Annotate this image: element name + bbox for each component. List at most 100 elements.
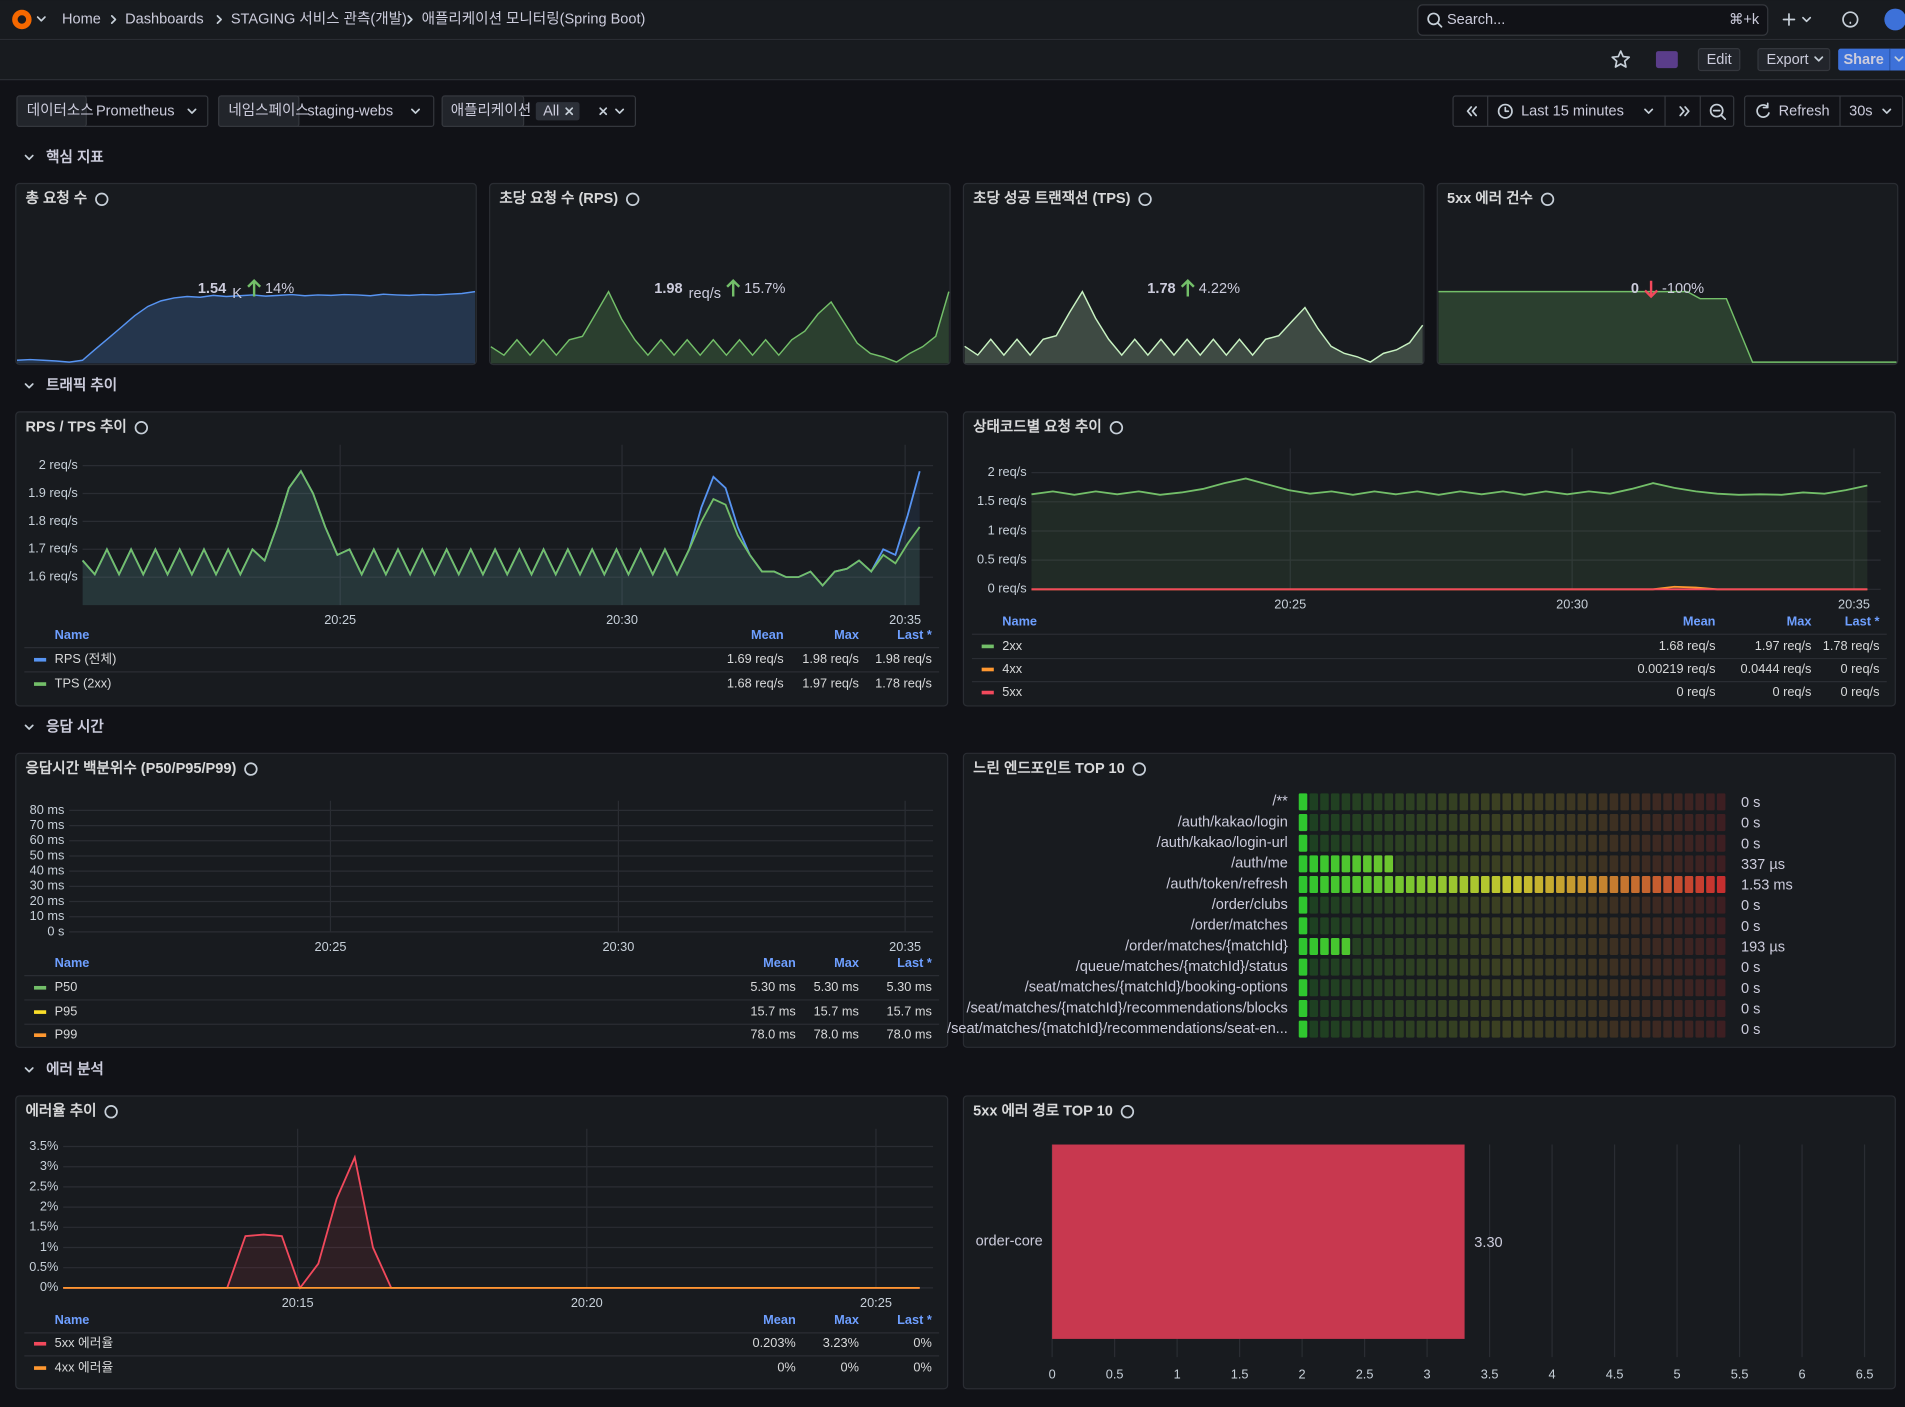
gauge-cell — [1341, 979, 1351, 997]
gauge-cell — [1566, 834, 1576, 852]
x-tick-label: 20:30 — [602, 939, 634, 954]
gauge-cell — [1320, 896, 1329, 914]
gauge — [1298, 855, 1726, 873]
section-title[interactable]: 트래픽 추이 — [46, 377, 117, 394]
gauge-cell — [1556, 855, 1565, 873]
gauge-cell — [1384, 793, 1394, 811]
y-tick-label: 1.5% — [29, 1219, 58, 1234]
gauge-cell — [1405, 1020, 1415, 1038]
gauge-cell — [1341, 834, 1351, 852]
edit-button[interactable] — [1697, 48, 1741, 72]
search-placeholder: Search... — [1447, 12, 1505, 28]
gauge-cell — [1706, 896, 1715, 914]
gauge-cell — [1598, 855, 1608, 873]
y-tick-label: 0% — [40, 1279, 58, 1294]
y-tick-label: 0 req/s — [988, 581, 1027, 596]
gauge-cell — [1427, 958, 1436, 976]
gauge-cell — [1716, 896, 1726, 914]
gauge-cell — [1598, 876, 1608, 894]
legend-mean: 78.0 ms — [750, 1027, 795, 1042]
variable-label: 데이터소스 — [27, 102, 94, 119]
gauge-cell — [1373, 999, 1383, 1017]
gauge-cell — [1620, 917, 1629, 935]
gauge-cell — [1298, 814, 1308, 832]
gauge-cell — [1298, 999, 1308, 1017]
chip[interactable] — [535, 102, 580, 121]
legend-name: 5xx — [1002, 684, 1022, 699]
legend-max: 0% — [841, 1359, 859, 1374]
gauge-cell — [1588, 814, 1597, 832]
gauge-cell — [1481, 876, 1490, 894]
legend-header: Mean — [751, 627, 784, 642]
gauge-cell — [1716, 937, 1726, 955]
info-icon — [1540, 192, 1555, 206]
search-icon — [1427, 12, 1443, 28]
gauge-cell — [1395, 855, 1404, 873]
endpoint-value: 0 s — [1741, 836, 1760, 852]
toggle-icon[interactable] — [1655, 51, 1678, 69]
gauge-cell — [1513, 999, 1522, 1017]
info-icon — [1109, 421, 1124, 435]
gauge-cell — [1459, 896, 1469, 914]
gauge-cell — [1373, 937, 1383, 955]
gauge-cell — [1545, 896, 1554, 914]
gauge-cell — [1363, 999, 1372, 1017]
gauge-cell — [1481, 917, 1490, 935]
refresh-picker[interactable] — [1744, 95, 1904, 128]
section-title[interactable]: 응답 시간 — [46, 718, 104, 736]
legend-max: 3.23% — [823, 1335, 859, 1350]
gauge-cell — [1470, 999, 1479, 1017]
search-box[interactable] — [1417, 4, 1769, 36]
logo[interactable] — [12, 9, 46, 30]
section-title[interactable]: 핵심 지표 — [46, 149, 104, 166]
breadcrumb[interactable]: STAGING 서비스 관측(개발) — [231, 10, 407, 27]
export-button[interactable] — [1757, 48, 1831, 72]
gauge-cell — [1706, 1020, 1715, 1038]
avatar[interactable] — [1884, 8, 1905, 31]
gauge-cell — [1384, 814, 1394, 832]
star-icon[interactable] — [1611, 50, 1631, 68]
section-chevron — [24, 1067, 34, 1073]
delta-arrow — [247, 278, 262, 297]
gauge-cell — [1620, 876, 1629, 894]
gauge-cell — [1684, 834, 1694, 852]
sparkline-area — [17, 291, 476, 364]
series-line — [1031, 477, 1868, 496]
gauge — [1298, 937, 1726, 955]
gauge-cell — [1341, 855, 1351, 873]
y-tick-label: 1.5 req/s — [977, 493, 1027, 508]
gauge-cell — [1395, 937, 1404, 955]
gauge-cell — [1416, 834, 1426, 852]
info-icon — [1120, 1105, 1135, 1119]
gauge-cell — [1545, 876, 1554, 894]
help-icon[interactable] — [1842, 11, 1859, 28]
zoom-out-icon[interactable] — [1709, 103, 1727, 120]
panel-title: 초당 성공 트랜잭션 (TPS) — [973, 189, 1130, 207]
gauge-cell — [1545, 1020, 1554, 1038]
chip-icons[interactable] — [565, 107, 625, 116]
gauge — [1298, 917, 1726, 935]
gauge-cell — [1706, 958, 1715, 976]
gauge-cell — [1641, 937, 1651, 955]
panel — [962, 752, 1896, 1048]
breadcrumb[interactable]: Dashboards — [125, 11, 204, 27]
section-title[interactable]: 에러 분석 — [46, 1060, 104, 1078]
shift-icons[interactable] — [1466, 106, 1690, 117]
gauge-cell — [1663, 834, 1672, 852]
legend-mean: 1.69 req/s — [727, 651, 784, 666]
y-tick-label: 50 ms — [30, 847, 65, 862]
add-icon[interactable] — [1782, 13, 1812, 26]
panel-title: 초당 요청 수 (RPS) — [499, 189, 618, 207]
gauge-cell — [1641, 896, 1651, 914]
gauge-cell — [1556, 896, 1565, 914]
gauge-cell — [1577, 793, 1587, 811]
breadcrumb[interactable]: Home — [62, 11, 101, 27]
share-button[interactable] — [1838, 48, 1905, 71]
gauge-cell — [1534, 834, 1544, 852]
endpoint-label: /order/matches — [1191, 918, 1288, 934]
time-picker[interactable] — [1452, 95, 1735, 128]
gauge-cell — [1459, 855, 1469, 873]
gauge-cell — [1716, 855, 1726, 873]
gauge-cell — [1416, 793, 1426, 811]
gauge-cell — [1427, 999, 1436, 1017]
